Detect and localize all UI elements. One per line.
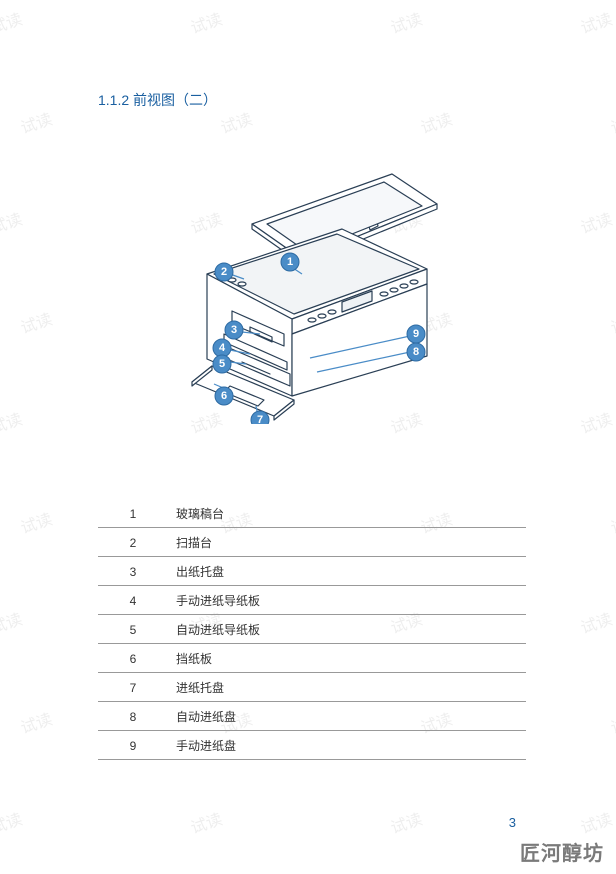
- parts-table: 1玻璃稿台2扫描台3出纸托盘4手动进纸导纸板5自动进纸导纸板6挡纸板7进纸托盘8…: [98, 499, 526, 760]
- brand-watermark: 匠河醇坊: [520, 837, 604, 866]
- part-number: 2: [98, 528, 168, 557]
- watermark-text: 试读: [0, 806, 25, 839]
- document-page: 1.1.2 前视图（二）: [0, 0, 616, 790]
- part-label: 自动进纸导纸板: [168, 615, 526, 644]
- part-label: 手动进纸导纸板: [168, 586, 526, 615]
- table-row: 7进纸托盘: [98, 673, 526, 702]
- part-label: 扫描台: [168, 528, 526, 557]
- part-label: 玻璃稿台: [168, 499, 526, 528]
- part-label: 出纸托盘: [168, 557, 526, 586]
- part-number: 9: [98, 731, 168, 760]
- callout-2: 2: [215, 263, 233, 281]
- svg-text:5: 5: [219, 358, 225, 370]
- section-heading: 1.1.2 前视图（二）: [98, 90, 526, 110]
- table-row: 6挡纸板: [98, 644, 526, 673]
- callout-6: 6: [215, 387, 233, 405]
- svg-text:2: 2: [221, 266, 227, 278]
- table-row: 1玻璃稿台: [98, 499, 526, 528]
- table-row: 9手动进纸盘: [98, 731, 526, 760]
- part-number: 7: [98, 673, 168, 702]
- table-row: 5自动进纸导纸板: [98, 615, 526, 644]
- part-label: 进纸托盘: [168, 673, 526, 702]
- watermark-text: 试读: [187, 806, 225, 839]
- svg-text:3: 3: [231, 324, 237, 336]
- table-row: 3出纸托盘: [98, 557, 526, 586]
- svg-text:4: 4: [219, 342, 226, 354]
- callout-4: 4: [213, 339, 231, 357]
- watermark-text: 试读: [387, 806, 425, 839]
- table-row: 8自动进纸盘: [98, 702, 526, 731]
- table-row: 2扫描台: [98, 528, 526, 557]
- callout-1: 1: [281, 253, 299, 271]
- part-number: 4: [98, 586, 168, 615]
- svg-text:9: 9: [413, 328, 419, 340]
- printer-diagram: 1 2 3 4 5 6 7: [172, 134, 452, 429]
- part-number: 1: [98, 499, 168, 528]
- part-label: 自动进纸盘: [168, 702, 526, 731]
- callout-9: 9: [407, 325, 425, 343]
- callout-5: 5: [213, 355, 231, 373]
- part-label: 手动进纸盘: [168, 731, 526, 760]
- part-number: 8: [98, 702, 168, 731]
- callout-8: 8: [407, 343, 425, 361]
- table-row: 4手动进纸导纸板: [98, 586, 526, 615]
- svg-text:1: 1: [287, 256, 293, 268]
- watermark-text: 试读: [577, 806, 615, 839]
- svg-text:6: 6: [221, 390, 227, 402]
- svg-text:7: 7: [257, 414, 263, 424]
- part-number: 3: [98, 557, 168, 586]
- part-number: 6: [98, 644, 168, 673]
- callout-3: 3: [225, 321, 243, 339]
- part-label: 挡纸板: [168, 644, 526, 673]
- svg-text:8: 8: [413, 346, 419, 358]
- part-number: 5: [98, 615, 168, 644]
- page-number: 3: [509, 815, 516, 830]
- callout-7: 7: [251, 411, 269, 424]
